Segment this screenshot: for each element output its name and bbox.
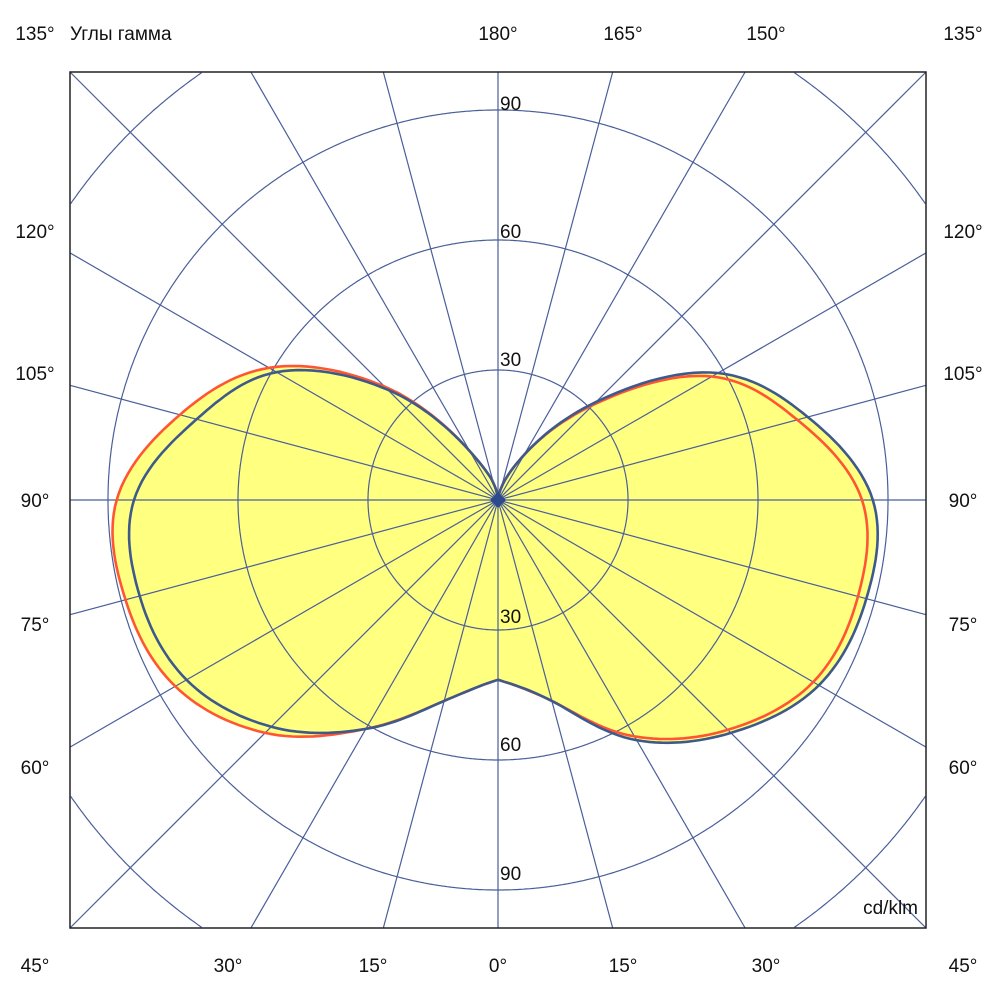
radial-tick-bottom-90: 90 <box>500 864 521 885</box>
angle-label-left-4: 60° <box>21 758 50 779</box>
angle-label-bottom-3: 0° <box>489 956 507 977</box>
angle-label-left-0: 120° <box>15 222 54 243</box>
angle-label-right-3: 75° <box>949 615 978 636</box>
angle-label-right-0: 120° <box>943 222 982 243</box>
unit-label: cd/klm <box>863 898 918 919</box>
angle-label-bottom-2: 15° <box>359 956 388 977</box>
angle-label-top-4: 135° <box>943 24 982 45</box>
radial-tick-bottom-30: 30 <box>500 607 521 628</box>
angle-label-right-1: 105° <box>943 364 982 385</box>
angle-label-bottom-0: 45° <box>21 956 50 977</box>
radial-tick-top-90: 90 <box>500 94 521 115</box>
angle-label-left-1: 105° <box>15 364 54 385</box>
angle-label-top-0: 135° <box>15 24 54 45</box>
radial-tick-bottom-60: 60 <box>500 735 521 756</box>
angle-label-left-2: 90° <box>21 491 50 512</box>
angle-label-top-1: 180° <box>478 24 517 45</box>
angle-label-right-4: 60° <box>949 758 978 779</box>
angle-label-bottom-5: 30° <box>752 956 781 977</box>
plot-frame <box>69 71 927 929</box>
chart-title: Углы гамма <box>70 24 172 45</box>
angle-label-bottom-4: 15° <box>609 956 638 977</box>
center-marker <box>490 492 506 508</box>
angle-label-left-3: 75° <box>21 615 50 636</box>
radial-tick-top-60: 60 <box>500 222 521 243</box>
series-fill-1 <box>129 370 878 743</box>
angle-label-bottom-6: 45° <box>949 956 978 977</box>
angle-label-top-3: 150° <box>746 24 785 45</box>
angle-label-top-2: 165° <box>603 24 642 45</box>
angle-label-right-2: 90° <box>949 491 978 512</box>
angle-label-bottom-1: 30° <box>214 956 243 977</box>
radial-tick-top-30: 30 <box>500 350 521 371</box>
